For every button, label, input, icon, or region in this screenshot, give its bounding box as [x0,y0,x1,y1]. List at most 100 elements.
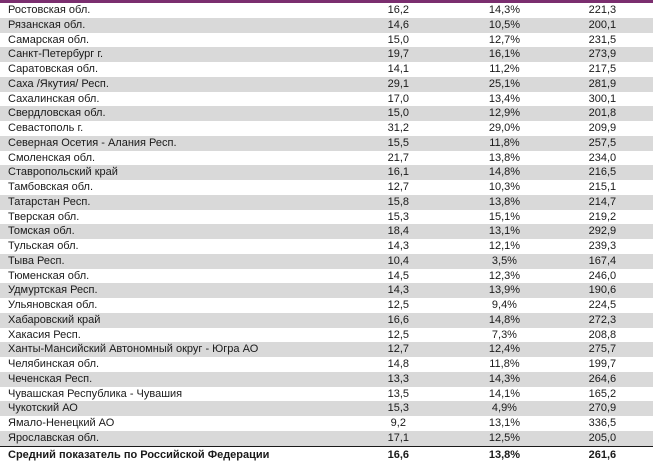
table-row: Ямало-Ненецкий АО 9,2 13,1% 336,5 [0,416,653,431]
regions-table: Ростовская обл. 16,2 14,3% 221,3 Рязанск… [0,3,653,462]
region-value-cell: 12,5 [387,328,410,341]
region-percent-cell: 11,8% [489,358,520,370]
region-value-cell: 15,3 [339,401,458,416]
region-percent-cell: 11,2% [489,63,520,75]
region-total-cell: 167,4 [551,253,653,269]
region-percent-cell: 13,4% [488,92,521,105]
table-row: Сахалинская обл. 17,0 13,4% 300,1 [0,92,653,107]
table-row: Хакасия Респ. 12,5 7,3% 208,8 [0,328,653,343]
region-value-cell: 17,0 [387,92,410,105]
region-value-cell: 9,2 [390,417,406,429]
region-total-cell: 272,3 [551,312,653,328]
region-total-cell: 219,2 [588,210,617,223]
region-value-cell: 14,5 [387,269,410,282]
region-name-cell: Свердловская обл. [0,106,340,121]
region-total-cell: 270,9 [551,401,653,416]
region-percent-cell: 14,1% [488,387,521,400]
region-total-cell: 273,9 [551,47,653,62]
region-total-cell: 201,8 [551,106,653,121]
region-name-cell: Саха /Якутия/ Респ. [0,76,340,92]
region-value-cell: 14,8 [387,358,410,370]
region-percent-cell: 13,1% [457,224,552,239]
table-row: Саратовская обл. 14,1 11,2% 217,5 [0,62,653,77]
region-name-cell: Саратовская обл. [8,63,99,75]
region-total-cell: 275,7 [551,342,653,357]
region-value-cell: 12,7 [339,342,458,357]
table-row: Северная Осетия - Алания Респ. 15,5 11,8… [0,135,653,151]
region-value-cell: 12,5 [387,299,410,311]
region-name-cell: Хабаровский край [0,312,340,328]
summary-percent-cell: 13,8% [457,445,552,462]
region-percent-cell: 13,9% [457,283,552,298]
region-percent-cell: 12,7% [488,33,521,46]
region-name-cell: Смоленская обл. [8,151,96,164]
region-value-cell: 19,7 [339,47,458,62]
region-value-cell: 31,2 [387,122,410,134]
table-row: Тамбовская обл. 12,7 10,3% 215,1 [0,180,653,195]
region-value-cell: 29,1 [339,76,458,92]
region-total-cell: 216,5 [551,165,653,180]
region-name-cell: Ханты-Мансийский Автономный округ - Югра… [0,342,340,357]
region-name-cell: Чукотский АО [0,401,340,416]
table-row: Ханты-Мансийский Автономный округ - Югра… [0,342,653,357]
region-percent-cell: 4,9% [457,401,552,416]
region-total-cell: 214,7 [551,194,653,210]
region-name-cell: Тыва Респ. [0,253,340,269]
region-value-cell: 13,5 [387,387,410,400]
region-total-cell: 231,5 [588,33,617,46]
region-total-cell: 165,2 [588,387,617,400]
region-value-cell: 14,3 [339,283,458,298]
table-row: Ростовская обл. 16,2 14,3% 221,3 [0,3,653,18]
region-total-cell: 336,5 [588,417,617,429]
region-name-cell: Томская обл. [0,224,340,239]
table-row: Тыва Респ. 10,4 3,5% 167,4 [0,253,653,269]
region-value-cell: 14,3 [387,240,410,252]
summary-value-cell: 16,6 [339,445,458,462]
region-name-cell: Тамбовская обл. [8,181,94,193]
table-row: Удмуртская Респ. 14,3 13,9% 190,6 [0,283,653,298]
region-total-cell: 205,0 [551,430,653,446]
region-percent-cell: 12,4% [457,342,552,357]
table-row: Челябинская обл. 14,8 11,8% 199,7 [0,357,653,372]
region-value-cell: 15,3 [387,210,410,223]
region-name-cell: Самарская обл. [8,33,90,46]
region-percent-cell: 29,0% [488,122,521,134]
regions-table-body: Ростовская обл. 16,2 14,3% 221,3 Рязанск… [0,3,653,446]
region-value-cell: 16,6 [339,312,458,328]
region-value-cell: 15,8 [339,194,458,210]
region-total-cell: 199,7 [588,358,617,370]
region-value-cell: 16,1 [339,165,458,180]
region-value-cell: 17,1 [339,430,458,446]
region-total-cell: 217,5 [588,63,617,75]
region-total-cell: 209,9 [588,122,617,134]
region-percent-cell: 10,3% [488,181,521,193]
region-total-cell: 221,3 [588,4,617,16]
table-row: Саха /Якутия/ Респ. 29,1 25,1% 281,9 [0,76,653,92]
table-row: Тверская обл. 15,3 15,1% 219,2 [0,210,653,225]
region-name-cell: Ямало-Ненецкий АО [8,417,115,429]
region-total-cell: 234,0 [588,151,617,164]
region-percent-cell: 15,1% [488,210,521,223]
region-total-cell: 224,5 [588,299,617,311]
region-name-cell: Ярославская обл. [0,430,340,446]
region-percent-cell: 12,5% [457,430,552,446]
region-value-cell: 15,0 [339,106,458,121]
region-value-cell: 15,5 [339,135,458,151]
region-percent-cell: 12,9% [457,106,552,121]
region-value-cell: 13,3 [339,371,458,387]
region-name-cell: Чеченская Респ. [0,371,340,387]
region-name-cell: Ростовская обл. [8,4,91,16]
region-total-cell: 281,9 [551,76,653,92]
region-value-cell: 14,6 [339,17,458,33]
region-percent-cell: 13,8% [457,194,552,210]
region-total-cell: 208,8 [588,328,617,341]
region-total-cell: 200,1 [551,17,653,33]
region-value-cell: 16,2 [387,4,410,16]
region-total-cell: 246,0 [588,269,617,282]
table-row: Смоленская обл. 21,7 13,8% 234,0 [0,151,653,166]
region-name-cell: Удмуртская Респ. [0,283,340,298]
region-value-cell: 15,0 [387,33,410,46]
table-row: Ярославская обл. 17,1 12,5% 205,0 [0,430,653,446]
region-total-cell: 239,3 [588,240,617,252]
